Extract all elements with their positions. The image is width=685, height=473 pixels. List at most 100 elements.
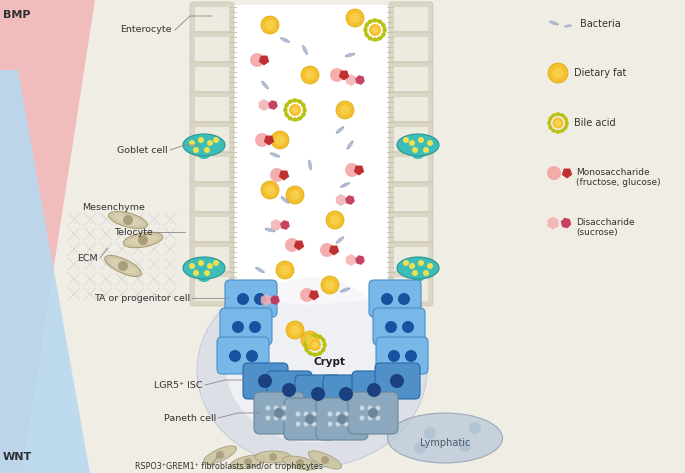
Circle shape [271,131,289,149]
Circle shape [290,190,300,200]
FancyBboxPatch shape [394,277,428,301]
Ellipse shape [198,274,210,282]
Circle shape [320,243,334,257]
FancyBboxPatch shape [195,97,229,121]
Polygon shape [561,218,571,228]
FancyBboxPatch shape [190,212,234,246]
Circle shape [280,265,290,275]
FancyBboxPatch shape [389,2,433,36]
Ellipse shape [340,182,350,188]
Circle shape [368,408,378,418]
Ellipse shape [203,446,236,464]
Text: TA or progenitor cell: TA or progenitor cell [94,294,190,303]
Circle shape [343,421,349,427]
Polygon shape [280,220,290,230]
FancyBboxPatch shape [394,157,428,181]
Polygon shape [353,166,364,175]
FancyBboxPatch shape [195,7,229,31]
Circle shape [418,137,424,143]
Polygon shape [355,75,365,85]
Circle shape [265,20,275,30]
Polygon shape [232,5,390,305]
Circle shape [290,325,300,335]
Circle shape [305,414,315,424]
Circle shape [469,422,481,434]
Circle shape [427,263,433,269]
Ellipse shape [105,255,141,277]
FancyBboxPatch shape [254,392,304,434]
Ellipse shape [412,274,424,282]
FancyBboxPatch shape [394,187,428,211]
Ellipse shape [270,152,280,158]
Ellipse shape [364,32,369,37]
Text: WNT: WNT [3,452,32,462]
FancyBboxPatch shape [195,217,229,241]
Ellipse shape [321,347,325,352]
FancyBboxPatch shape [389,92,433,126]
Circle shape [269,453,277,461]
Circle shape [325,280,335,290]
FancyBboxPatch shape [195,187,229,211]
FancyBboxPatch shape [369,280,421,317]
Ellipse shape [183,134,225,156]
Text: Lymphatic: Lymphatic [420,438,470,448]
Circle shape [273,405,279,411]
Polygon shape [279,171,289,181]
Circle shape [286,321,304,339]
Circle shape [285,238,299,252]
Circle shape [250,53,264,67]
Ellipse shape [564,116,568,121]
Circle shape [367,405,373,411]
Ellipse shape [565,120,569,126]
Circle shape [282,405,286,411]
Circle shape [232,321,244,333]
Ellipse shape [323,342,327,348]
Circle shape [553,68,564,79]
Polygon shape [339,70,349,80]
Circle shape [213,137,219,143]
Circle shape [273,415,279,420]
Circle shape [367,383,381,397]
Ellipse shape [230,455,266,469]
Text: ECM: ECM [77,254,98,263]
Circle shape [553,117,564,129]
FancyBboxPatch shape [389,152,433,186]
FancyBboxPatch shape [284,398,336,440]
Circle shape [405,350,417,362]
Ellipse shape [367,19,373,24]
FancyBboxPatch shape [190,122,234,156]
Circle shape [246,350,258,362]
Ellipse shape [304,337,309,343]
Circle shape [189,263,195,269]
Circle shape [193,147,199,153]
Circle shape [360,405,364,411]
FancyBboxPatch shape [394,67,428,91]
Circle shape [305,70,315,80]
Circle shape [321,456,329,464]
Polygon shape [270,295,280,305]
FancyBboxPatch shape [190,92,234,126]
Ellipse shape [560,129,565,133]
Circle shape [409,263,415,269]
Polygon shape [0,0,95,473]
Ellipse shape [308,334,313,339]
Ellipse shape [564,25,572,27]
Text: LGR5⁺ ISC: LGR5⁺ ISC [155,380,203,389]
Polygon shape [329,245,339,255]
Circle shape [369,24,381,36]
Text: Monosaccharide
(fructose, glucose): Monosaccharide (fructose, glucose) [576,168,660,187]
Circle shape [204,270,210,276]
Circle shape [276,261,294,279]
Ellipse shape [109,211,147,228]
Ellipse shape [303,107,307,113]
Ellipse shape [397,134,439,156]
Ellipse shape [564,125,568,130]
Circle shape [339,387,353,401]
Ellipse shape [225,278,399,443]
Circle shape [303,412,308,417]
Polygon shape [294,241,304,251]
FancyBboxPatch shape [389,272,433,306]
Circle shape [547,166,561,180]
Circle shape [388,350,400,362]
Ellipse shape [551,113,556,117]
